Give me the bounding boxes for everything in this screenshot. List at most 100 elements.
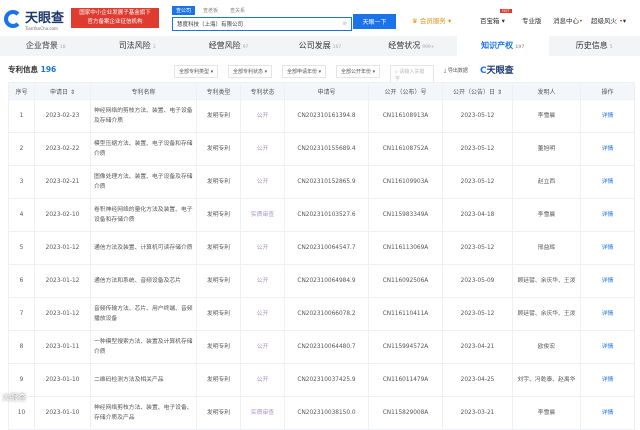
cell-publish-date: 2023-04-25 (442, 363, 513, 397)
cell-name: 神经网络剪枝方法、装置、电子设备、存储介质及产品 (90, 396, 197, 430)
cell-apply-date: 2023-02-22 (34, 132, 91, 166)
search-input[interactable]: 慧度科技（上海）有限公司 ⊗ (172, 17, 352, 31)
cell-publish-date: 2023-05-12 (442, 297, 513, 331)
cell-apply-no: CN202310037425.9 (284, 363, 369, 397)
cell-index: 1 (8, 99, 35, 133)
cell-publish-no: CN116110411A (368, 297, 443, 331)
col-publish-no: 公开（公布）号 (368, 82, 443, 100)
cell-apply-date: 2023-01-12 (34, 264, 91, 298)
cell-status: 实质审查 (240, 198, 285, 232)
cell-publish-no: CN115983349A (368, 198, 443, 232)
cell-apply-no: CN202310103527.6 (284, 198, 369, 232)
export-button[interactable]: ⤓ 导出数据 (444, 68, 468, 74)
table-row: 4 2023-02-10 卷积神经网络的量化方法及装置、电子设备和存储介质 发明专利实… (8, 198, 635, 232)
nav-vip[interactable]: ♛ 会员服务 ▾ (412, 17, 452, 25)
tab-background[interactable]: 企业背景 18 (25, 41, 66, 50)
cell-index: 3 (8, 165, 35, 199)
cell-index: 5 (8, 231, 35, 265)
tab-operating-risk[interactable]: 经营风险 97 (208, 41, 249, 50)
cell-type: 发明专利 (196, 99, 241, 133)
col-inventor: 发明人 (512, 82, 581, 100)
cell-inventor: 李雪晨 (512, 198, 581, 232)
col-type: 专利类型 (196, 82, 241, 100)
cell-status: 公开 (240, 330, 285, 364)
cell-index: 7 (8, 297, 35, 331)
cell-action[interactable]: 详情 (580, 99, 635, 133)
tab-legal-risk[interactable]: 司法风险 3 (118, 41, 156, 50)
cell-action[interactable]: 详情 (580, 330, 635, 364)
search-tab-relation[interactable]: 查关系 (230, 8, 246, 14)
cell-action[interactable]: 详情 (580, 198, 635, 232)
logo[interactable]: 天眼查 TianYanCha.com (4, 7, 64, 31)
promo-banner[interactable]: 国家中小企业发展子基金旗下 官方备案企业征信机构 (71, 8, 159, 28)
cell-name: 通信方法及装置、计算机可读存储介质 (90, 231, 197, 265)
cell-publish-date: 2023-04-18 (442, 198, 513, 232)
nav-pro[interactable]: 专业版 (522, 17, 542, 25)
cell-action[interactable]: 详情 (580, 132, 635, 166)
cell-index: 2 (8, 132, 35, 166)
cell-type: 发明专利 (196, 297, 241, 331)
cell-publish-date: 2023-03-21 (442, 396, 513, 430)
cell-publish-no: CN116011479A (368, 363, 443, 397)
cell-action[interactable]: 详情 (580, 165, 635, 199)
cell-type: 发明专利 (196, 132, 241, 166)
cell-action[interactable]: 详情 (580, 396, 635, 430)
col-apply-no: 申请号 (284, 82, 369, 100)
cell-status: 实质审查 (240, 396, 285, 430)
col-publish-date[interactable]: 公开（公告）日 ⇕ (442, 82, 513, 100)
filter-apply-year[interactable]: 全部申请年份 ▾ (282, 65, 327, 78)
col-name: 专利名称 (90, 82, 197, 100)
cell-action[interactable]: 详情 (580, 264, 635, 298)
patent-section-header: 专利信息 196 全部专利类型 ▾ 全部专利状态 ▾ 全部申请年份 ▾ 全部公开… (0, 60, 640, 85)
cell-apply-no: CN202310064547.7 (284, 231, 369, 265)
cell-apply-no: CN202310038150.0 (284, 396, 369, 430)
search-tab-company[interactable]: 查公司 (172, 6, 196, 15)
cell-name: 二维码检测方法及相关产品 (90, 363, 197, 397)
cell-status: 公开 (240, 297, 285, 331)
table-row: 2 2023-02-22 模型压缩方法、装置、电子设备和存储介质 发明专利 公开 CN20… (8, 132, 635, 166)
cell-inventor: 顾廷譬、余庆华、王泼 (512, 297, 581, 331)
logo-icon (4, 10, 22, 28)
cell-status: 公开 (240, 132, 285, 166)
cell-action[interactable]: 详情 (580, 231, 635, 265)
col-apply-date[interactable]: 申请日 ⇕ (34, 82, 91, 100)
cell-publish-date: 2023-05-12 (442, 231, 513, 265)
filter-status[interactable]: 全部专利状态 ▾ (228, 65, 273, 78)
cell-inventor: 欧俊宏 (512, 330, 581, 364)
cell-name: 通信方法和系统、音频设备及芯片 (90, 264, 197, 298)
cell-action[interactable]: 详情 (580, 363, 635, 397)
cell-status: 公开 (240, 99, 285, 133)
search-tab-boss[interactable]: 查老板 (203, 8, 219, 14)
cell-inventor: 顾廷譬、余庆华、王泼 (512, 264, 581, 298)
table-row: 1 2023-02-23 神经网络的剪枝方法、装置、电子设备及存储介质 发明专利 公开 C… (8, 99, 635, 133)
cell-inventor: 李雪晨 (512, 99, 581, 133)
tab-development[interactable]: 公司发展 167 (298, 41, 342, 50)
tab-history[interactable]: 历史信息 5 (575, 41, 613, 50)
cell-type: 发明专利 (196, 231, 241, 265)
nav-user[interactable]: 超级风火 •▾ (591, 17, 627, 25)
search-area: 查公司 查老板 查关系 慧度科技（上海）有限公司 ⊗ (172, 6, 352, 31)
search-button[interactable]: 天眼一下 (353, 14, 396, 29)
cell-apply-no: CN202310161394.8 (284, 99, 369, 133)
tab-operations[interactable]: 经营状况 999+ (388, 41, 435, 50)
cell-name: 音频传输方法、芯片、用户终端、音频播放设备 (90, 297, 197, 331)
cell-index: 4 (8, 198, 35, 232)
filter-type[interactable]: 全部专利类型 ▾ (174, 65, 219, 78)
nav-toolbox[interactable]: 百宝箱 ▾ HOT (480, 9, 512, 25)
cell-status: 公开 (240, 165, 285, 199)
clear-icon[interactable]: ⊗ (342, 21, 347, 27)
cell-publish-no: CN116113069A (368, 231, 443, 265)
cell-status: 公开 (240, 231, 285, 265)
table-row: 3 2023-02-21 图像处理方法、装置、电子设备及存储介质 发明专利 公开 CN20… (8, 165, 635, 199)
cell-inventor: 赵立西 (512, 165, 581, 199)
cell-publish-no: CN116108752A (368, 132, 443, 166)
main-tabs: 企业背景 18 司法风险 3 经营风险 97 公司发展 167 经营状况 999+ 知识产… (0, 36, 640, 56)
filter-publish-year[interactable]: 全部公开年份 ▾ (336, 65, 381, 78)
cell-apply-date: 2023-01-12 (34, 297, 91, 331)
cell-action[interactable]: 详情 (580, 297, 635, 331)
nav-messages[interactable]: 消息中心• (553, 17, 583, 25)
cell-type: 发明专利 (196, 363, 241, 397)
tab-ip[interactable]: 知识产权 197 (457, 36, 549, 56)
table-row: 6 2023-01-12 通信方法和系统、音频设备及芯片 发明专利 公开 CN202310… (8, 264, 635, 298)
cell-apply-no: CN202310064480.7 (284, 330, 369, 364)
